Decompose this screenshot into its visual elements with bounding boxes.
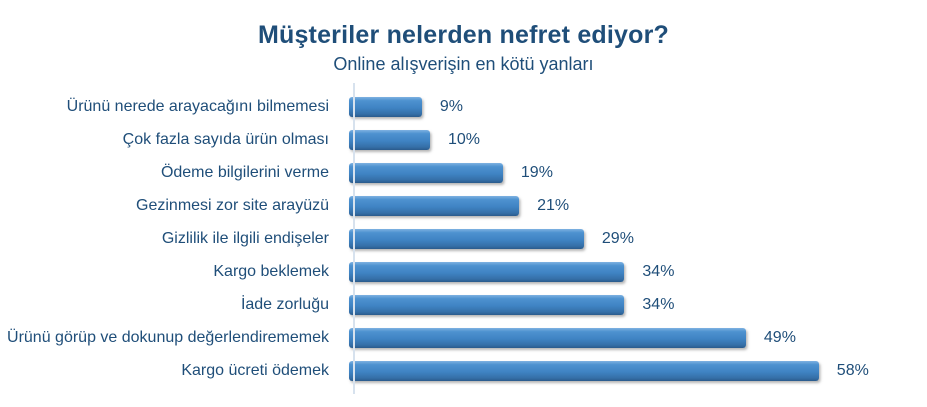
value-label: 34%	[642, 262, 675, 280]
value-label: 21%	[537, 196, 570, 214]
value-label: 9%	[439, 97, 464, 115]
bar-area: 29%	[349, 228, 634, 249]
chart-rows: Ürünü nerede arayacağını bilmemesi 9% Ço…	[0, 90, 927, 387]
value-label: 34%	[642, 295, 675, 313]
bar	[349, 129, 430, 150]
bar-area: 10%	[349, 129, 481, 150]
category-label: Gezinmesi zor site arayüzü	[136, 196, 329, 214]
bar	[349, 195, 520, 216]
category-label: Kargo ücreti ödemek	[181, 361, 329, 379]
chart-row: Gizlilik ile ilgili endişeler 29%	[0, 222, 927, 255]
bar-area: 9%	[349, 96, 464, 117]
category-label: Ürünü görüp ve dokunup değerlendirememek	[7, 328, 329, 346]
chart-title: Müşteriler nelerden nefret ediyor?	[257, 21, 670, 49]
bar	[349, 261, 625, 282]
chart-row: Ürünü nerede arayacağını bilmemesi 9%	[0, 90, 927, 123]
value-label: 10%	[448, 130, 481, 148]
bar	[349, 228, 584, 249]
chart-row: İade zorluğu 34%	[0, 288, 927, 321]
category-label: Çok fazla sayıda ürün olması	[122, 130, 329, 148]
bar-area: 19%	[349, 162, 553, 183]
category-label: Ürünü nerede arayacağını bilmemesi	[66, 97, 329, 115]
value-label: 29%	[601, 229, 634, 247]
bar-chart: Ürünü nerede arayacağını bilmemesi 9% Ço…	[0, 83, 927, 394]
bar	[349, 294, 625, 315]
bar	[349, 96, 422, 117]
category-label: İade zorluğu	[240, 295, 329, 313]
category-axis-line	[353, 83, 355, 394]
bar-area: 49%	[349, 327, 796, 348]
chart-row: Ürünü görüp ve dokunup değerlendirememek…	[0, 321, 927, 354]
bar-area: 34%	[349, 261, 675, 282]
category-label: Ödeme bilgilerini verme	[160, 163, 329, 181]
chart-row: Çok fazla sayıda ürün olması 10%	[0, 123, 927, 156]
chart-row: Ödeme bilgilerini verme 19%	[0, 156, 927, 189]
bar	[349, 162, 503, 183]
category-label: Kargo beklemek	[213, 262, 329, 280]
chart-header: Müşteriler nelerden nefret ediyor? Onlin…	[0, 0, 927, 76]
chart-row: Gezinmesi zor site arayüzü 21%	[0, 189, 927, 222]
chart-subtitle: Online alışverişin en kötü yanları	[333, 54, 594, 74]
chart-row: Kargo beklemek 34%	[0, 255, 927, 288]
bar-area: 58%	[349, 360, 869, 381]
bar-area: 34%	[349, 294, 675, 315]
value-label: 49%	[763, 328, 796, 346]
value-label: 58%	[836, 361, 869, 379]
value-label: 19%	[520, 163, 553, 181]
bar-area: 21%	[349, 195, 570, 216]
chart-row: Kargo ücreti ödemek 58%	[0, 354, 927, 387]
category-label: Gizlilik ile ilgili endişeler	[161, 229, 329, 247]
bar	[349, 327, 746, 348]
bar	[349, 360, 819, 381]
